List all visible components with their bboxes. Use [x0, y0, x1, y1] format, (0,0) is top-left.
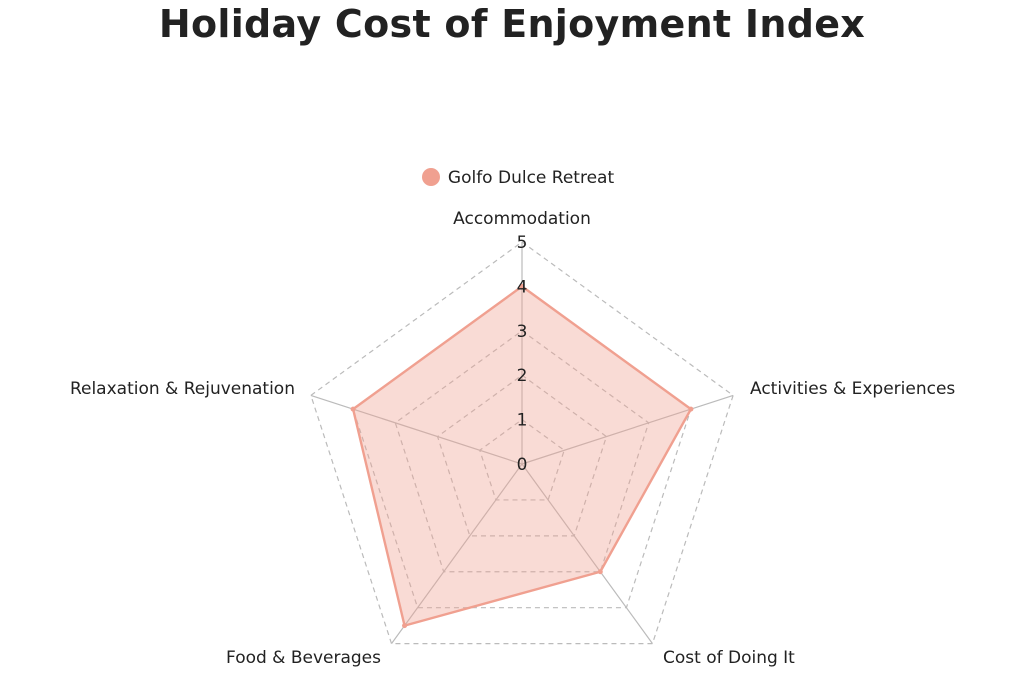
tick-label: 0	[517, 455, 528, 475]
tick-label: 4	[517, 277, 528, 297]
data-point	[519, 283, 525, 289]
axis-spoke	[310, 394, 523, 465]
legend-swatch	[421, 168, 440, 186]
axis-spokes	[310, 242, 734, 644]
axis-spoke	[521, 394, 734, 465]
legend-label: Golfo Dulce Retreat	[447, 168, 615, 188]
legend: Golfo Dulce Retreat	[0, 168, 1024, 188]
chart-title: Holiday Cost of Enjoyment Index	[158, 2, 866, 46]
axis-spoke	[521, 463, 653, 644]
tick-labels: 0 1 2 3 4 5	[517, 233, 528, 475]
data-point	[688, 406, 694, 412]
tick-label: 3	[517, 322, 528, 342]
data-point	[597, 569, 603, 575]
axis-label: Food & Beverages	[226, 648, 381, 668]
series-area	[351, 285, 693, 627]
data-point	[402, 623, 408, 629]
grid-ring-3	[394, 330, 650, 573]
grid-ring-2	[436, 374, 608, 537]
axis-spoke	[391, 463, 523, 644]
grid-ring-5	[310, 241, 734, 645]
axis-label: Relaxation & Rejuvenation	[70, 379, 295, 399]
series-layer	[350, 283, 694, 629]
tick-label: 5	[517, 233, 528, 253]
tick-label: 1	[517, 411, 528, 431]
data-point	[350, 406, 356, 412]
axis-label: Cost of Doing It	[663, 648, 795, 668]
tick-label: 2	[517, 366, 528, 386]
axis-label: Activities & Experiences	[750, 379, 955, 399]
axis-labels: Accommodation Activities & Experiences Cos…	[70, 209, 955, 668]
axis-label: Accommodation	[453, 209, 591, 229]
grid-ring-1	[479, 418, 565, 501]
